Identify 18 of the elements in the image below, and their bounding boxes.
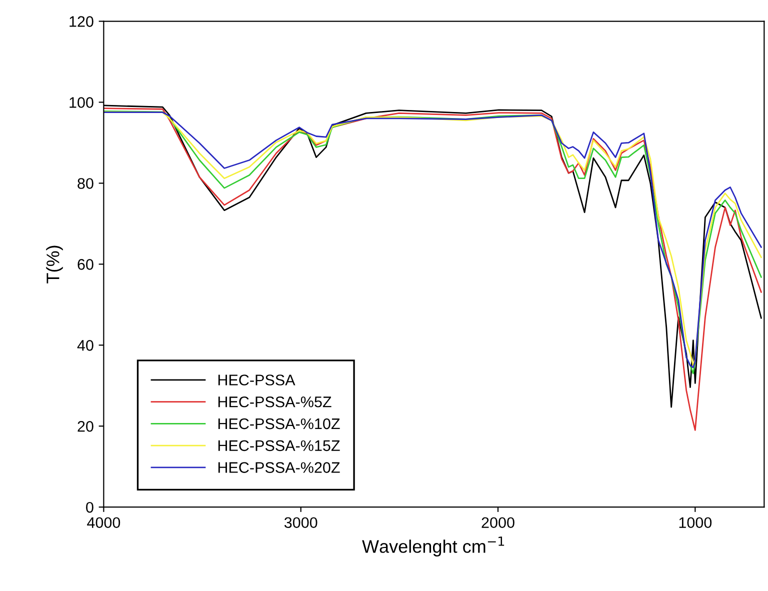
y-tick-label: 100 [70,97,94,108]
y-axis-title: T(%) [46,246,63,284]
x-tick-label: 4000 [87,517,120,528]
x-tick-label: 1000 [679,517,712,528]
legend-label: HEC-PSSA-%10Z [218,418,340,430]
x-tick-label: 3000 [284,517,318,528]
legend-label: HEC-PSSA-%5Z [218,396,332,408]
y-tick-label: 120 [70,16,94,27]
y-tick-label: 20 [78,420,94,432]
y-tick-label: 40 [77,340,94,351]
x-tick-label: 2000 [482,517,514,528]
legend-label: HEC-PSSA [218,374,296,386]
legend-label: HEC-PSSA-%20Z [218,462,340,473]
y-tick-label: 80 [78,178,94,189]
y-tick-label: 0 [86,502,94,513]
y-tick-label: 60 [78,259,94,270]
x-axis-title: Wavelenght cm$^{−1}$ [362,536,504,556]
legend-label: HEC-PSSA-%15Z [218,440,340,452]
